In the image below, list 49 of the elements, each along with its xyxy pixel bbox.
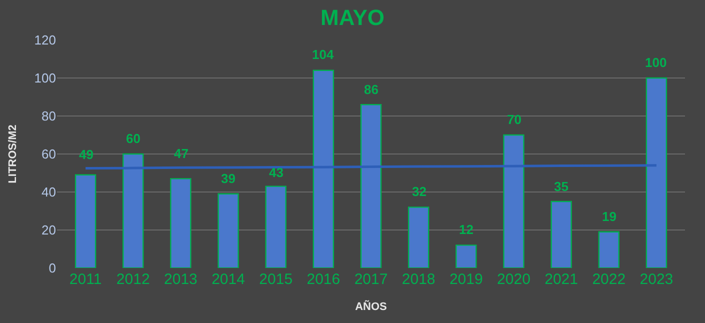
x-tick-label: 2019 [449, 271, 483, 288]
bar [503, 134, 524, 268]
data-label: 100 [645, 55, 667, 70]
bar [218, 193, 239, 268]
x-tick-label: 2014 [212, 271, 245, 288]
data-label: 49 [79, 147, 94, 162]
x-tick-label: 2017 [354, 271, 388, 288]
y-tick-label: 0 [48, 260, 56, 276]
x-tick-label: 2023 [640, 271, 674, 288]
data-label: 35 [554, 179, 568, 194]
bar [550, 200, 572, 268]
x-tick-label: 2021 [544, 271, 578, 288]
data-label: 86 [364, 82, 378, 97]
bar [456, 244, 477, 268]
y-tick-label: 80 [42, 108, 56, 124]
x-tick-label: 2018 [402, 271, 436, 288]
data-label: 43 [269, 165, 284, 180]
bar [408, 206, 430, 268]
x-tick-label: 2013 [164, 271, 198, 288]
y-tick-label: 40 [42, 184, 56, 200]
bar [360, 104, 382, 268]
bar [122, 153, 144, 268]
bar [170, 178, 192, 268]
data-label: 47 [174, 146, 188, 161]
y-tick-label: 100 [34, 70, 56, 86]
data-label: 60 [126, 131, 140, 146]
data-label: 12 [459, 222, 474, 237]
x-tick-label: 2020 [497, 271, 530, 288]
data-label: 70 [507, 112, 522, 127]
x-tick-label: 2012 [116, 271, 150, 288]
x-tick-label: 2016 [306, 271, 340, 288]
x-tick-label: 2015 [259, 271, 293, 288]
bar [598, 231, 620, 268]
y-tick-label: 60 [42, 146, 56, 162]
data-label: 39 [221, 171, 236, 186]
y-tick-label: 120 [34, 32, 56, 48]
chart-title: MAYO [320, 5, 384, 30]
bar [646, 77, 668, 268]
bar [265, 186, 286, 268]
y-tick-label: 20 [42, 222, 56, 238]
x-tick-label: 2022 [592, 271, 626, 288]
data-label: 19 [602, 209, 616, 224]
y-axis-title: LITROS/M2 [6, 124, 19, 184]
x-tick-label: 2011 [69, 271, 102, 288]
bar [312, 70, 334, 268]
data-label: 104 [312, 47, 334, 62]
data-label: 32 [412, 184, 426, 199]
x-axis-title: AÑOS [355, 300, 387, 314]
bar [74, 174, 96, 268]
